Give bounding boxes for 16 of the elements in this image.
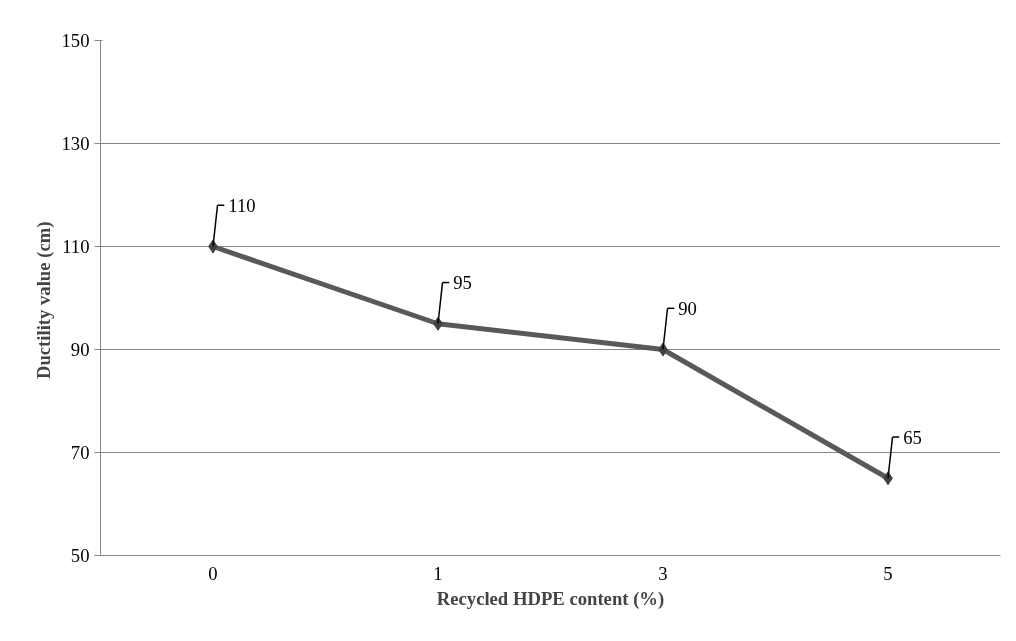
data-label: 65 [903, 426, 922, 448]
x-tick-label: 3 [658, 562, 668, 584]
y-tick-label: 130 [61, 133, 90, 154]
data-label: 95 [453, 272, 472, 294]
x-tick-label: 5 [883, 562, 893, 584]
y-tick-label: 70 [70, 442, 90, 463]
data-label: 110 [228, 194, 256, 216]
x-tick-label: 1 [433, 562, 443, 584]
x-axis-title: Recycled HDPE content (%) [436, 587, 665, 610]
x-tick-label: 0 [208, 562, 218, 584]
data-label: 90 [678, 297, 697, 319]
y-tick-label: 150 [61, 30, 90, 51]
y-tick-label: 90 [70, 339, 90, 360]
y-tick-label: 110 [62, 236, 90, 257]
y-axis-title: Ductility value (cm) [32, 221, 55, 380]
y-tick-label: 50 [70, 545, 90, 566]
